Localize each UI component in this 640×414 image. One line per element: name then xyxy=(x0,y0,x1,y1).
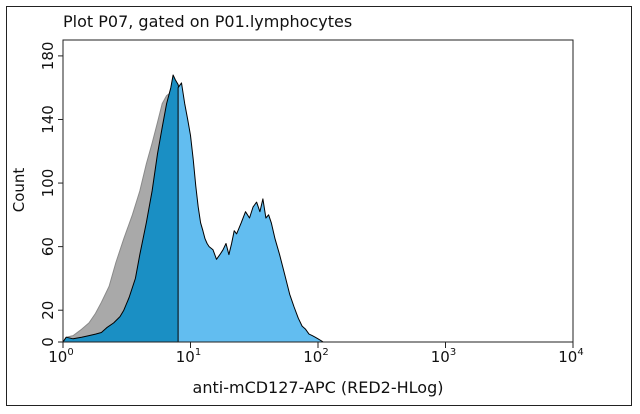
chart-title: Plot P07, gated on P01.lymphocytes xyxy=(63,12,353,31)
histogram-series-3 xyxy=(177,82,324,343)
x-axis-label: anti-mCD127-APC (RED2-HLog) xyxy=(192,378,444,397)
x-tick-label: 102 xyxy=(303,347,328,366)
x-tick-label: 101 xyxy=(176,347,201,366)
y-tick-label: 140 xyxy=(39,105,57,134)
y-tick-label: 180 xyxy=(39,42,57,71)
x-tick-label: 104 xyxy=(558,347,583,366)
x-tick-label: 100 xyxy=(48,347,73,366)
y-tick-label: 60 xyxy=(39,237,57,256)
y-tick-label: 0 xyxy=(39,337,57,347)
y-tick-label: 100 xyxy=(39,169,57,198)
x-tick-label: 103 xyxy=(431,347,456,366)
y-tick-label: 20 xyxy=(39,301,57,320)
